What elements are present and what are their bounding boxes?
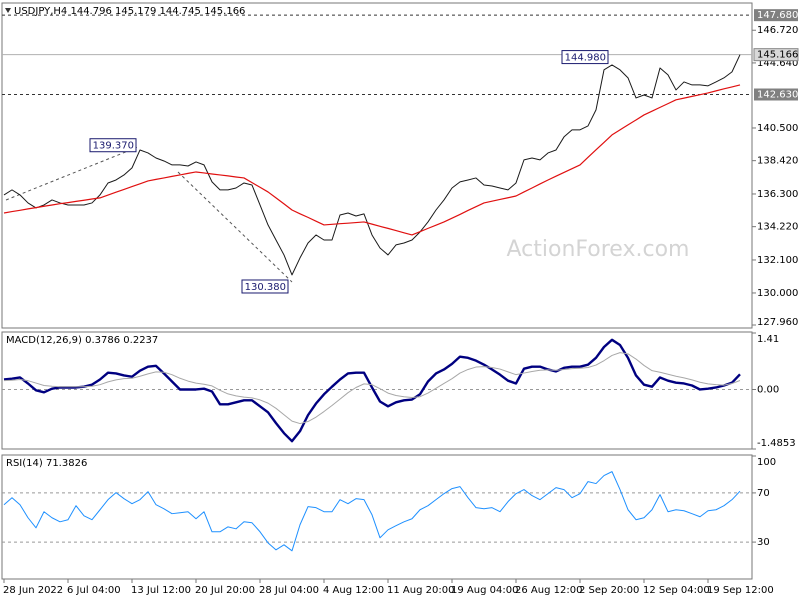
y-tick-label: 138.420 [757,156,798,167]
panel-title: MACD(12,26,9) 0.3786 0.2237 [6,335,158,346]
y-tick-label: 127.960 [757,317,798,328]
y-tick-label: 100 [757,457,776,468]
y-tick-label: 130.000 [757,288,798,299]
y-tick-label: 30 [757,537,770,548]
panel-frame [1,2,753,329]
price-level-label: 142.630 [757,90,798,101]
panel-frame [1,454,753,580]
panel-title: RSI(14) 71.3826 [6,458,87,469]
y-tick-label: 146.720 [757,25,798,36]
x-tick-label: 26 Aug 12:00 [515,585,582,596]
y-tick-label: 140.500 [757,123,798,134]
last-price-box [753,48,799,62]
annotation-label: 144.980 [565,53,606,64]
x-tick-label: 28 Jul 04:00 [259,585,319,596]
y-tick-label: 134.220 [757,222,798,233]
x-tick-label: 20 Jul 20:00 [195,585,255,596]
symbol-icon [5,8,11,13]
watermark: ActionForex.com [507,237,690,262]
x-tick-label: 19 Sep 12:00 [707,585,774,596]
x-tick-label: 13 Jul 12:00 [131,585,191,596]
x-tick-label: 2 Sep 20:00 [579,585,639,596]
series-line [3,352,741,425]
annotation-box [561,50,609,65]
panel-frame [1,331,753,450]
annotation-box [241,279,289,294]
y-tick-label: 144.640 [757,58,798,69]
series-line [3,84,741,236]
trend-line [177,171,293,283]
annotation-box [89,138,137,153]
series-line [3,471,741,552]
annotation-label: 139.370 [93,141,134,152]
x-tick-label: 6 Jul 04:00 [67,585,121,596]
x-tick-label: 4 Aug 12:00 [323,585,384,596]
series-line [3,338,741,443]
y-tick-label: 136.300 [757,189,798,200]
price-level-label: 147.680 [757,10,798,21]
y-tick-label: 0.00 [757,384,779,395]
y-tick-label: 132.100 [757,255,798,266]
panel-title: USDJPY,H4 144.796 145.179 144.745 145.16… [14,6,245,17]
annotation-label: 130.380 [245,282,286,293]
price-level-box [754,88,798,101]
price-level-box [754,9,798,22]
series-line [3,54,741,276]
x-tick-label: 11 Aug 20:00 [387,585,454,596]
y-tick-label: 1.41 [757,334,779,345]
x-tick-label: 12 Sep 04:00 [643,585,710,596]
y-tick-label: 70 [757,488,770,499]
y-tick-label: -1.4853 [757,438,796,449]
x-tick-label: 19 Aug 04:00 [451,585,518,596]
last-price-label: 145.166 [757,50,798,61]
x-tick-label: 28 Jun 2022 [3,585,63,596]
